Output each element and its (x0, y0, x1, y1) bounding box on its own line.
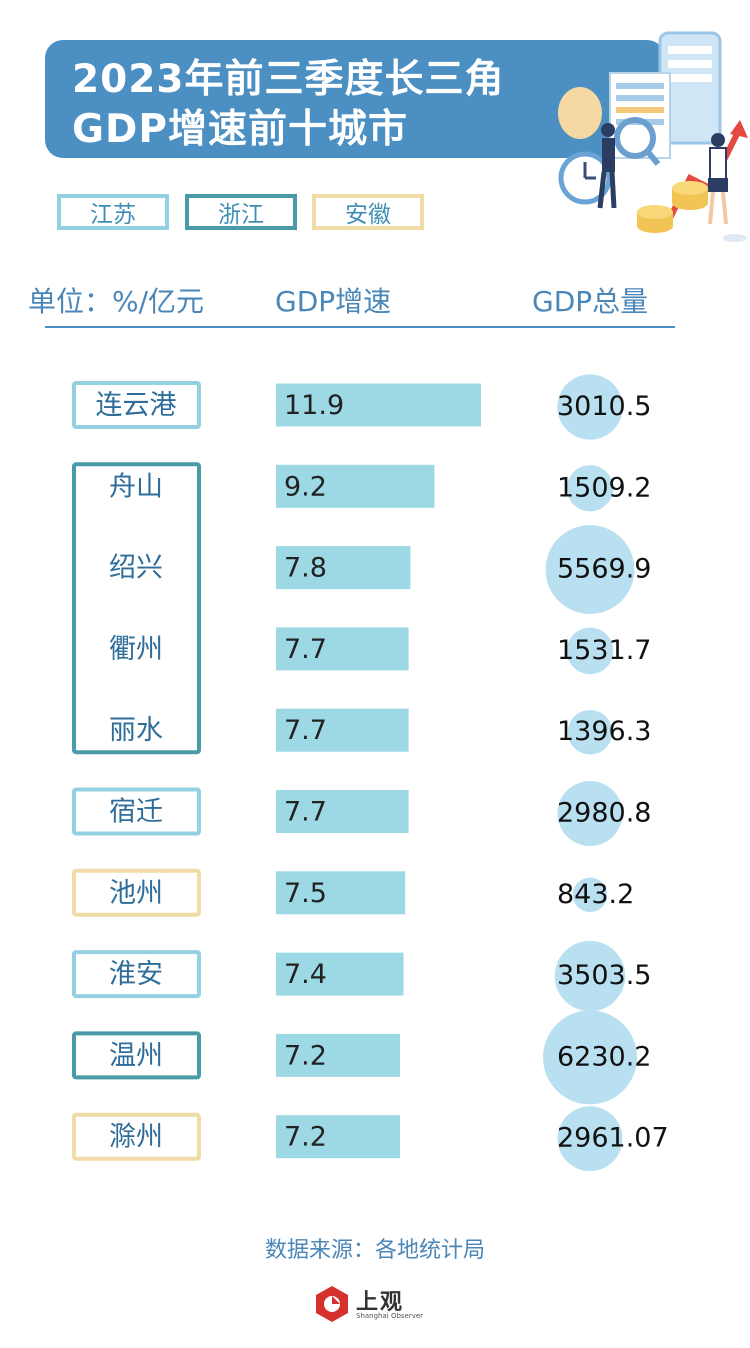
growth-value-label: 9.2 (284, 471, 327, 502)
logo: 上观 Shanghai Observer (312, 1284, 432, 1324)
city-label: 衢州 (109, 634, 163, 665)
growth-value-label: 7.7 (284, 797, 327, 828)
total-value-label: 1396.3 (557, 716, 651, 747)
chart-title-line2: GDP增速前十城市 (72, 107, 408, 152)
growth-value-label: 7.5 (284, 878, 327, 909)
unit-label: 单位：%/亿元 (28, 285, 205, 318)
total-bubble (543, 1010, 637, 1105)
legend-anhui: 安徽 (312, 194, 424, 230)
city-group-box (72, 868, 201, 917)
growth-bar (276, 1033, 401, 1077)
total-value-label: 3503.5 (557, 960, 651, 991)
legend-label: 浙江 (218, 202, 264, 228)
total-value-label: 2961.07 (557, 1123, 669, 1154)
city-label: 丽水 (109, 715, 163, 746)
total-column-header: GDP总量 (532, 285, 649, 318)
growth-bar (276, 464, 435, 508)
growth-bar (276, 790, 409, 833)
growth-value-label: 7.4 (284, 959, 327, 990)
total-bubble (554, 940, 626, 1012)
growth-value-label: 11.9 (284, 390, 344, 421)
total-value-label: 2980.8 (557, 798, 651, 829)
growth-bar (276, 871, 406, 915)
total-bubble (567, 709, 613, 755)
total-value-label: 5569.9 (557, 554, 651, 585)
header-divider (45, 326, 675, 328)
growth-bar (276, 546, 411, 590)
city-group-box (72, 1031, 201, 1080)
city-label: 宿迁 (109, 797, 163, 828)
growth-value-label: 7.2 (284, 1122, 327, 1153)
city-label: 淮安 (109, 959, 163, 990)
legend-label: 安徽 (345, 202, 391, 228)
city-label: 滁州 (109, 1122, 163, 1153)
total-value-label: 6230.2 (557, 1041, 651, 1072)
data-source: 数据来源：各地统计局 (264, 1238, 485, 1263)
total-value-label: 1509.2 (557, 472, 651, 503)
total-bubble (545, 525, 635, 615)
total-bubble (572, 877, 608, 913)
city-label: 绍兴 (109, 553, 163, 584)
total-bubble (557, 1106, 623, 1172)
growth-bar (276, 952, 404, 996)
total-bubble (566, 465, 614, 512)
total-bubble (566, 627, 614, 675)
logo-name: 上观 (356, 1290, 405, 1315)
growth-column-header: GDP增速 (275, 285, 392, 318)
city-label: 池州 (109, 878, 163, 909)
growth-value-label: 7.7 (284, 715, 327, 746)
city-group-box (72, 950, 201, 999)
city-group-box (72, 462, 201, 755)
growth-value-label: 7.8 (284, 553, 327, 584)
logo-subtitle: Shanghai Observer (356, 1312, 424, 1320)
city-label: 连云港 (96, 390, 177, 421)
total-value-label: 1531.7 (557, 635, 651, 666)
city-group-box (72, 1112, 201, 1161)
chart-title-line1: 2023年前三季度长三角 (72, 57, 505, 102)
city-group-box (72, 787, 201, 836)
total-value-label: 843.2 (557, 879, 634, 910)
total-bubble (557, 780, 623, 847)
growth-value-label: 7.2 (284, 1040, 327, 1071)
growth-bar (276, 627, 409, 671)
growth-value-label: 7.7 (284, 634, 327, 665)
city-label: 舟山 (109, 471, 163, 502)
total-bubble (557, 374, 623, 440)
growth-bar (276, 1115, 401, 1159)
growth-bar (276, 383, 481, 427)
illustration-icon (558, 31, 748, 242)
total-value-label: 3010.5 (557, 391, 651, 422)
legend-label: 江苏 (90, 202, 136, 228)
growth-bar (276, 708, 409, 752)
city-group-box (72, 381, 201, 429)
city-label: 温州 (109, 1040, 163, 1071)
shanghai-observer-logo-icon (316, 1286, 348, 1322)
legend-zhejiang: 浙江 (185, 194, 297, 230)
legend-jiangsu: 江苏 (57, 194, 169, 230)
